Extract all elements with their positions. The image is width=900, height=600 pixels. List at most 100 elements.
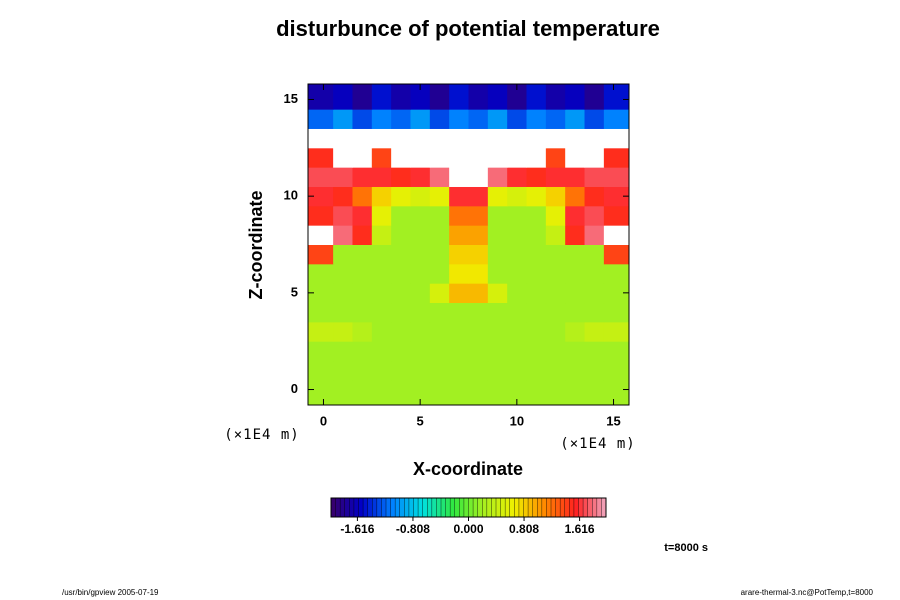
cell (526, 341, 547, 362)
cell (449, 84, 469, 110)
cell (333, 147, 353, 168)
cell (371, 167, 392, 187)
cell (584, 128, 605, 149)
cell (410, 379, 431, 406)
cell (584, 147, 605, 168)
cell (468, 321, 489, 342)
cell (507, 263, 528, 284)
cell (545, 263, 566, 284)
cell (565, 263, 586, 284)
cell (507, 379, 528, 406)
cell (410, 244, 431, 265)
cell (526, 128, 547, 149)
colorbar-swatch (583, 498, 589, 517)
colorbar-swatch (555, 498, 561, 517)
colorbar-swatch (601, 498, 607, 517)
cell (352, 109, 373, 129)
colorbar-tick-label: 1.616 (565, 522, 595, 536)
cell (352, 147, 373, 168)
colorbar-swatch (596, 498, 602, 517)
colorbar-swatch (454, 498, 460, 517)
cell (565, 379, 586, 406)
colorbar-swatch (491, 498, 497, 517)
colorbar-swatch (404, 498, 410, 517)
footer-right: arare-thermal-3.nc@PotTemp,t=8000 (741, 588, 874, 597)
cell (565, 244, 586, 265)
cell (565, 283, 586, 304)
cell (584, 205, 605, 226)
field (308, 84, 630, 406)
cell (565, 360, 586, 381)
cell (545, 283, 566, 304)
cell (429, 283, 450, 304)
colorbar-swatch (340, 498, 346, 517)
cell (507, 109, 528, 129)
cell (308, 302, 334, 323)
cell (603, 84, 630, 110)
cell (468, 360, 489, 381)
footer-left: /usr/bin/gpview 2005-07-19 (62, 588, 159, 597)
colorbar-swatch (418, 498, 424, 517)
cell (429, 147, 450, 168)
cell (429, 205, 450, 226)
colorbar-swatch (514, 498, 520, 517)
cell (308, 167, 334, 187)
cell (526, 205, 547, 226)
colorbar-swatch (372, 498, 378, 517)
cell (584, 244, 605, 265)
cell (487, 302, 508, 323)
cell (603, 147, 630, 168)
colorbar-swatch (358, 498, 364, 517)
cell (333, 128, 353, 149)
cell (487, 360, 508, 381)
cell (565, 321, 586, 342)
cell (487, 379, 508, 406)
cell (333, 109, 353, 129)
cell (584, 283, 605, 304)
cell (603, 167, 630, 187)
cell (449, 360, 469, 381)
cell (391, 360, 411, 381)
cell (449, 283, 469, 304)
y-tick-label: 0 (291, 381, 298, 396)
annotation: t=8000 s (664, 542, 708, 554)
cell (487, 147, 508, 168)
cell (308, 205, 334, 226)
cell (410, 302, 431, 323)
x-axis-unit: (×1E4 m) (560, 436, 635, 452)
cell (371, 341, 392, 362)
cell (333, 225, 353, 245)
cell (507, 167, 528, 187)
colorbar-swatch (518, 498, 524, 517)
cell (308, 128, 334, 149)
colorbar-swatch (349, 498, 355, 517)
cell (371, 263, 392, 284)
cell (449, 244, 469, 265)
cell (371, 147, 392, 168)
cell (526, 321, 547, 342)
cell (526, 244, 547, 265)
cell (352, 341, 373, 362)
plot-frame (307, 83, 630, 406)
cell (468, 128, 489, 149)
cell (333, 341, 353, 362)
cell (410, 84, 431, 110)
cell (468, 302, 489, 323)
colorbar-swatch (431, 498, 437, 517)
colorbar-tick-label: 0.808 (509, 522, 539, 536)
cell (352, 302, 373, 323)
cell (308, 379, 334, 406)
colorbar-swatch (569, 498, 575, 517)
colorbar-swatch (386, 498, 392, 517)
cell (429, 379, 450, 406)
colorbar-tick-label: -0.808 (396, 522, 430, 536)
colorbar-swatch (353, 498, 359, 517)
colorbar-swatch (573, 498, 579, 517)
cell (545, 128, 566, 149)
cell (526, 147, 547, 168)
cell (603, 205, 630, 226)
cell (352, 84, 373, 110)
cell (545, 186, 566, 207)
cell (603, 186, 630, 207)
